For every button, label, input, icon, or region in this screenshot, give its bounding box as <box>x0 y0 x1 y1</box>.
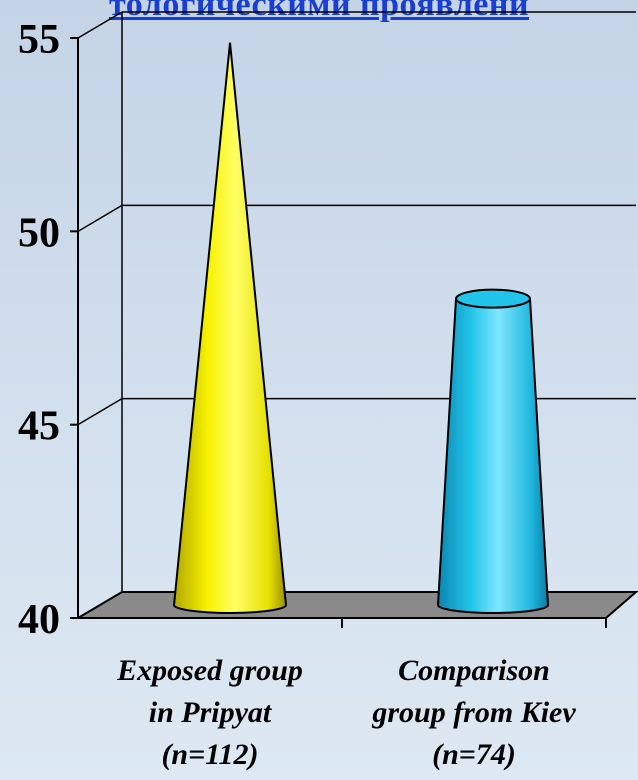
gridlines <box>77 11 636 426</box>
chart-floor <box>74 591 638 619</box>
gridline <box>77 11 636 39</box>
bars <box>172 42 550 614</box>
category-label-line: Exposed group <box>116 654 303 687</box>
category-labels: Exposed group in Pripyat (n=112) Comparison… <box>116 654 576 771</box>
bar-body <box>436 297 550 614</box>
category-label-line: (n=112) <box>161 738 258 771</box>
bar-body <box>172 42 288 614</box>
bar-top-cap <box>455 288 531 309</box>
gridline <box>77 397 636 426</box>
bar <box>436 288 550 614</box>
category-label: Comparison group from Kiev (n=74) <box>371 654 576 771</box>
bar <box>172 42 288 614</box>
category-label-line: group from Kiev <box>371 696 576 729</box>
y-tick-labels: 40 45 50 55 <box>18 17 78 643</box>
category-label-line: Comparison <box>398 654 550 687</box>
y-tick-label: 45 <box>18 404 60 450</box>
category-label: Exposed group in Pripyat (n=112) <box>116 654 303 771</box>
gridline <box>77 204 636 232</box>
category-label-line: (n=74) <box>432 738 516 771</box>
y-tick-label: 40 <box>18 597 60 643</box>
y-tick-label: 50 <box>18 210 60 256</box>
y-tick-label: 55 <box>18 17 60 63</box>
category-label-line: in Pripyat <box>149 696 273 729</box>
